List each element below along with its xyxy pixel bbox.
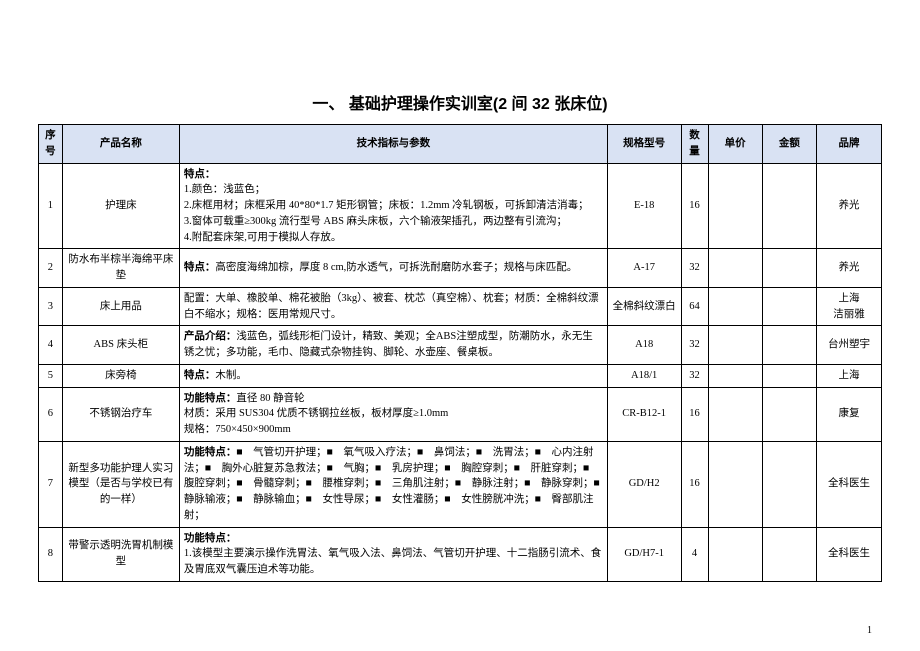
header-model: 规格型号: [607, 125, 681, 164]
header-qty: 数量: [681, 125, 708, 164]
cell-brand: 台州塑宇: [816, 326, 881, 365]
cell-price: [708, 441, 762, 527]
cell-qty: 32: [681, 326, 708, 365]
cell-name: 床旁椅: [62, 364, 179, 387]
cell-price: [708, 326, 762, 365]
cell-price: [708, 364, 762, 387]
cell-qty: 64: [681, 287, 708, 326]
cell-name: 新型多功能护理人实习模型（是否与学校已有的一样）: [62, 441, 179, 527]
cell-spec: 功能特点：1.该模型主要演示操作洗胃法、氧气吸入法、鼻饲法、气管切开护理、十二指…: [179, 527, 607, 581]
cell-price: [708, 527, 762, 581]
cell-name: 带警示透明洗胃机制模型: [62, 527, 179, 581]
cell-price: [708, 249, 762, 288]
cell-name: 防水布半棕半海绵平床垫: [62, 249, 179, 288]
cell-amount: [762, 163, 816, 249]
cell-brand: 全科医生: [816, 441, 881, 527]
cell-qty: 16: [681, 387, 708, 441]
table-row: 3床上用品配置：大单、橡胶单、棉花被胎（3kg）、被套、枕芯（真空棉）、枕套；材…: [39, 287, 882, 326]
cell-qty: 32: [681, 364, 708, 387]
table-row: 2防水布半棕半海绵平床垫特点：高密度海绵加棕，厚度 8 cm,防水透气，可拆洗耐…: [39, 249, 882, 288]
table-row: 1护理床特点：1.颜色：浅蓝色；2.床框用材；床框采用 40*80*1.7 矩形…: [39, 163, 882, 249]
cell-brand: 康复: [816, 387, 881, 441]
page-title: 一、 基础护理操作实训室(2 间 32 张床位): [38, 90, 882, 114]
cell-spec: 配置：大单、橡胶单、棉花被胎（3kg）、被套、枕芯（真空棉）、枕套；材质：全棉斜…: [179, 287, 607, 326]
cell-brand: 养光: [816, 249, 881, 288]
cell-seq: 4: [39, 326, 63, 365]
cell-spec: 产品介绍：浅蓝色，弧线形柜门设计，精致、美观；全ABS注塑成型，防潮防水，永无生…: [179, 326, 607, 365]
cell-model: GD/H2: [607, 441, 681, 527]
cell-seq: 8: [39, 527, 63, 581]
product-table: 序号 产品名称 技术指标与参数 规格型号 数量 单价 金额 品牌 1护理床特点：…: [38, 124, 882, 582]
table-row: 4ABS 床头柜产品介绍：浅蓝色，弧线形柜门设计，精致、美观；全ABS注塑成型，…: [39, 326, 882, 365]
cell-brand: 全科医生: [816, 527, 881, 581]
cell-qty: 4: [681, 527, 708, 581]
cell-amount: [762, 387, 816, 441]
cell-brand: 上海: [816, 364, 881, 387]
table-row: 8带警示透明洗胃机制模型功能特点：1.该模型主要演示操作洗胃法、氧气吸入法、鼻饲…: [39, 527, 882, 581]
cell-qty: 32: [681, 249, 708, 288]
cell-spec: 功能特点：■ 气管切开护理；■ 氧气吸入疗法；■ 鼻饲法；■ 洗胃法；■ 心内注…: [179, 441, 607, 527]
header-seq: 序号: [39, 125, 63, 164]
cell-amount: [762, 249, 816, 288]
cell-seq: 1: [39, 163, 63, 249]
cell-brand: 上海洁丽雅: [816, 287, 881, 326]
cell-name: ABS 床头柜: [62, 326, 179, 365]
cell-model: CR-B12-1: [607, 387, 681, 441]
cell-spec: 特点：木制。: [179, 364, 607, 387]
cell-model: A18/1: [607, 364, 681, 387]
cell-price: [708, 163, 762, 249]
cell-name: 床上用品: [62, 287, 179, 326]
header-name: 产品名称: [62, 125, 179, 164]
cell-brand: 养光: [816, 163, 881, 249]
cell-spec: 功能特点：直径 80 静音轮材质：采用 SUS304 优质不锈钢拉丝板，板材厚度…: [179, 387, 607, 441]
cell-model: 全棉斜纹漂白: [607, 287, 681, 326]
header-spec: 技术指标与参数: [179, 125, 607, 164]
cell-qty: 16: [681, 441, 708, 527]
cell-spec: 特点：高密度海绵加棕，厚度 8 cm,防水透气，可拆洗耐磨防水套子；规格与床匹配…: [179, 249, 607, 288]
cell-amount: [762, 287, 816, 326]
cell-amount: [762, 364, 816, 387]
header-price: 单价: [708, 125, 762, 164]
cell-name: 护理床: [62, 163, 179, 249]
cell-spec: 特点：1.颜色：浅蓝色；2.床框用材；床框采用 40*80*1.7 矩形钢管；床…: [179, 163, 607, 249]
cell-seq: 3: [39, 287, 63, 326]
header-amount: 金额: [762, 125, 816, 164]
cell-seq: 7: [39, 441, 63, 527]
cell-amount: [762, 326, 816, 365]
header-brand: 品牌: [816, 125, 881, 164]
cell-model: E-18: [607, 163, 681, 249]
cell-amount: [762, 441, 816, 527]
cell-seq: 6: [39, 387, 63, 441]
table-header-row: 序号 产品名称 技术指标与参数 规格型号 数量 单价 金额 品牌: [39, 125, 882, 164]
cell-price: [708, 387, 762, 441]
cell-seq: 2: [39, 249, 63, 288]
cell-model: A-17: [607, 249, 681, 288]
cell-qty: 16: [681, 163, 708, 249]
table-row: 6不锈钢治疗车功能特点：直径 80 静音轮材质：采用 SUS304 优质不锈钢拉…: [39, 387, 882, 441]
cell-model: A18: [607, 326, 681, 365]
cell-seq: 5: [39, 364, 63, 387]
cell-price: [708, 287, 762, 326]
page-number: 1: [867, 625, 872, 636]
table-row: 7新型多功能护理人实习模型（是否与学校已有的一样）功能特点：■ 气管切开护理；■…: [39, 441, 882, 527]
cell-amount: [762, 527, 816, 581]
cell-model: GD/H7-1: [607, 527, 681, 581]
table-row: 5床旁椅特点：木制。A18/132 上海: [39, 364, 882, 387]
cell-name: 不锈钢治疗车: [62, 387, 179, 441]
